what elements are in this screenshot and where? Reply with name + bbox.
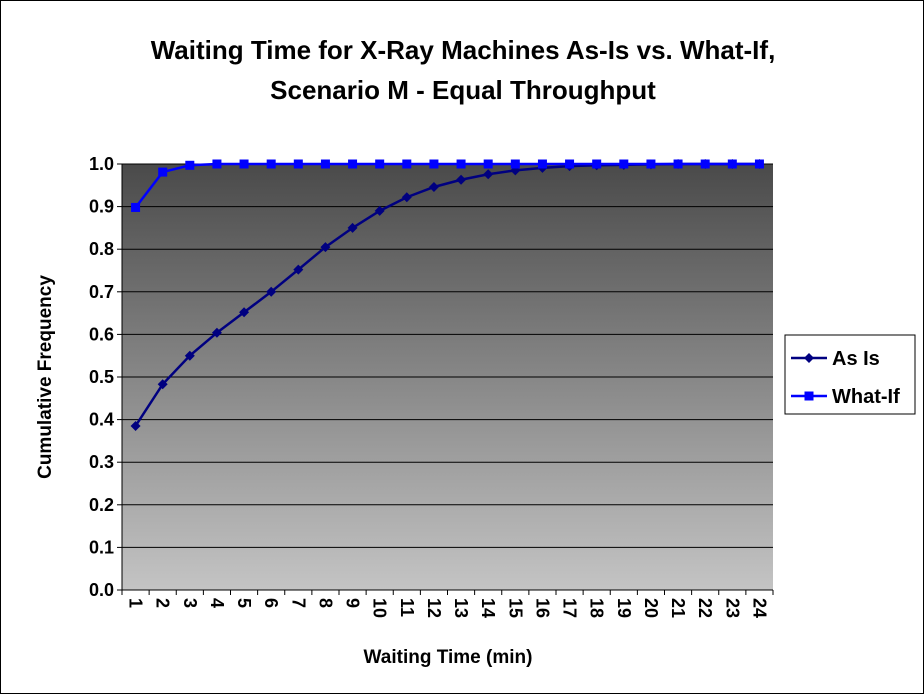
x-tick-label: 21: [668, 598, 688, 618]
data-point-what-if: [293, 159, 303, 169]
data-point-as-is: [483, 169, 494, 180]
x-tick-label: 12: [424, 598, 444, 618]
x-tick-label: 7: [288, 598, 308, 608]
y-tick-label: 0.9: [89, 197, 114, 217]
y-tick-label: 0.6: [89, 324, 114, 344]
y-tick-label: 0.2: [89, 495, 114, 515]
data-point-what-if: [673, 159, 683, 169]
x-tick-label: 6: [261, 598, 281, 608]
data-point-as-is: [157, 379, 168, 390]
x-tick-label: 22: [695, 598, 715, 618]
x-tick-label: 19: [614, 598, 634, 618]
data-point-as-is: [456, 174, 467, 185]
x-tick-label: 14: [478, 598, 498, 618]
data-point-what-if: [456, 159, 466, 169]
data-point-as-is: [184, 350, 195, 361]
data-point-as-is: [320, 242, 331, 253]
y-tick-label: 0.3: [89, 452, 114, 472]
data-point-as-is: [374, 205, 385, 216]
legend-label-as-is: As Is: [832, 348, 880, 370]
data-point-as-is: [293, 264, 304, 275]
series-line-what-if: [134, 162, 760, 209]
data-point-as-is: [401, 192, 412, 203]
data-point-what-if: [592, 159, 602, 169]
y-tick-label: 0.5: [89, 367, 114, 387]
legend-label-what-if: What-If: [832, 386, 900, 408]
legend-marker-what-if: [804, 391, 814, 401]
data-point-what-if: [565, 159, 575, 169]
data-point-as-is: [266, 286, 277, 297]
y-tick-label: 0.7: [89, 282, 114, 302]
data-point-as-is: [211, 327, 222, 338]
x-tick-label: 4: [207, 598, 227, 608]
data-point-what-if: [266, 159, 276, 169]
x-tick-label: 15: [505, 598, 525, 618]
data-point-what-if: [402, 159, 412, 169]
data-point-what-if: [158, 167, 168, 177]
data-point-what-if: [185, 160, 195, 170]
x-tick-label: 24: [749, 598, 769, 618]
y-tick-labels: 0.0 0.1 0.2 0.3 0.4 0.5 0.6 0.7 0.8 0.9 1.0: [89, 154, 114, 600]
legend: As Is What-If: [784, 334, 916, 415]
data-point-what-if: [429, 159, 439, 169]
data-point-what-if: [483, 159, 493, 169]
y-axis-title: Cumulative Frequency: [35, 275, 56, 479]
data-point-what-if: [754, 159, 764, 169]
x-tick-label: 11: [397, 598, 417, 617]
chart-title-line-2: Scenario M - Equal Throughput: [270, 75, 656, 105]
data-point-what-if: [348, 159, 358, 169]
chart-title-line-1: Waiting Time for X-Ray Machines As-Is vs…: [151, 35, 776, 65]
data-point-what-if: [537, 159, 547, 169]
data-point-what-if: [375, 159, 385, 169]
x-tick-label: 9: [343, 598, 363, 608]
x-tick-label: 5: [234, 598, 254, 608]
series-lines: [130, 159, 765, 431]
data-point-what-if: [646, 159, 656, 169]
x-tick-label: 20: [641, 598, 661, 618]
x-tick-label: 16: [532, 598, 552, 618]
data-point-what-if: [239, 159, 249, 169]
x-tick-label: 17: [560, 598, 580, 618]
data-point-as-is: [130, 420, 141, 431]
data-point-what-if: [619, 159, 629, 169]
x-tick-label: 10: [370, 598, 390, 618]
y-tick-label: 0.0: [89, 580, 114, 600]
x-axis-title: Waiting Time (min): [364, 647, 533, 668]
y-tick-label: 0.4: [89, 410, 114, 430]
axes: [121, 164, 774, 595]
data-point-what-if: [700, 159, 710, 169]
data-point-what-if: [510, 159, 520, 169]
legend-marker-as-is: [804, 353, 814, 363]
data-point-what-if: [131, 202, 141, 212]
x-tick-label: 1: [126, 598, 146, 608]
x-tick-label: 2: [153, 598, 173, 608]
legend-box: [784, 334, 916, 415]
y-tick-label: 0.1: [89, 537, 114, 557]
x-tick-label: 23: [722, 598, 742, 618]
y-tick-label: 1.0: [89, 154, 114, 174]
data-point-as-is: [428, 182, 439, 193]
data-point-what-if: [727, 159, 737, 169]
x-tick-label: 8: [315, 598, 335, 608]
data-point-what-if: [212, 159, 222, 169]
data-point-what-if: [320, 159, 330, 169]
y-tick-label: 0.8: [89, 239, 114, 259]
data-point-as-is: [347, 222, 358, 233]
x-tick-label: 3: [180, 598, 200, 608]
x-tick-labels: 1 2 3 4 5 6 7 8 9 10 11 12 13 14 15 16 17 18 19 20 21 22 23 24: [126, 598, 770, 618]
x-tick-label: 18: [587, 598, 607, 618]
x-tick-label: 13: [451, 598, 471, 618]
data-point-as-is: [239, 307, 250, 318]
